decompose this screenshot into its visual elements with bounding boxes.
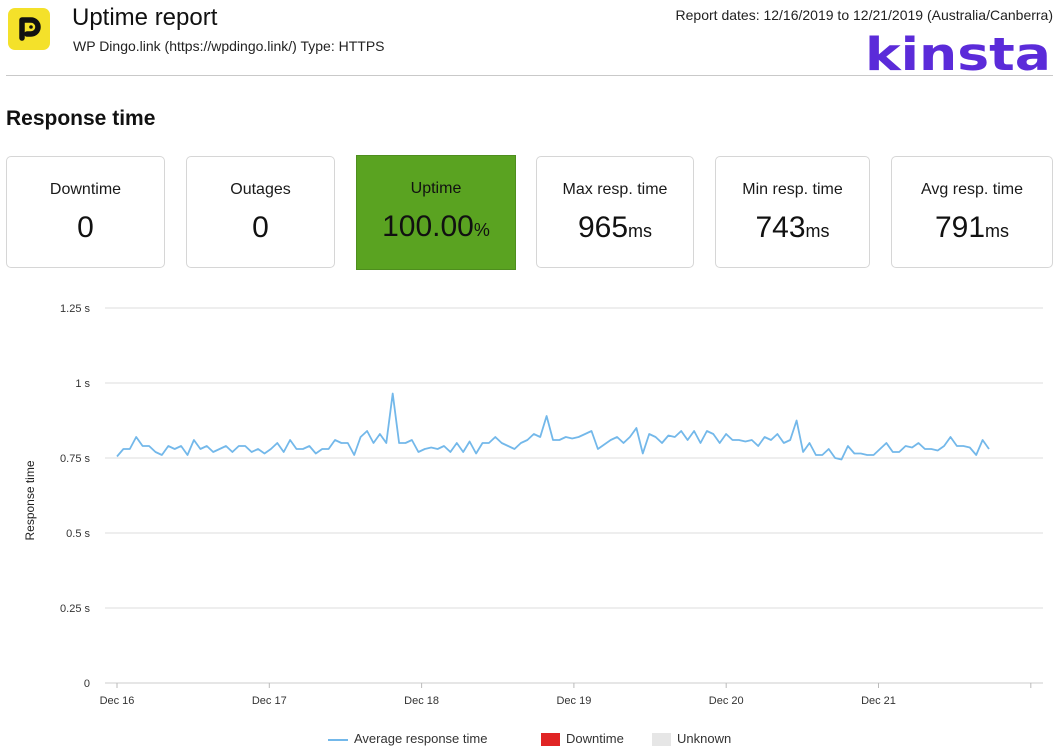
legend-label: Unknown xyxy=(677,731,732,746)
kinsta-logo-icon: kinsta xyxy=(865,28,1051,81)
stat-card-min-resp: Min resp. time 743ms xyxy=(715,156,870,268)
stat-value: 743ms xyxy=(755,211,830,244)
legend-item-unknown[interactable]: Unknown xyxy=(652,731,732,747)
brand-wordmark: kinsta xyxy=(865,30,1051,76)
brand-logo: kinsta xyxy=(865,28,1051,81)
y-tick-label: 1 s xyxy=(75,378,90,390)
app-logo xyxy=(8,8,50,50)
stat-value: 965ms xyxy=(577,211,653,244)
downtime-swatch-icon xyxy=(541,733,560,747)
legend-label: Downtime xyxy=(566,731,624,746)
x-tick-label: Dec 18 xyxy=(404,695,439,707)
stat-card-max-resp: Max resp. time 965ms xyxy=(536,156,694,268)
legend-item-average[interactable]: Average response time xyxy=(328,731,487,746)
p-logo-icon xyxy=(19,17,41,41)
y-tick-label: 0.75 s xyxy=(60,453,90,465)
stat-value: 100.00% xyxy=(382,210,490,243)
x-tick-label: Dec 16 xyxy=(100,695,135,707)
legend-item-downtime[interactable]: Downtime xyxy=(541,731,624,747)
monitor-subtitle: WP Dingo.link (https://wpdingo.link/) Ty… xyxy=(73,38,385,54)
y-tick-label: 1.25 s xyxy=(60,303,90,315)
series-line-average-response-time xyxy=(116,392,990,461)
stat-label: Downtime xyxy=(49,181,122,198)
stat-value: 0 xyxy=(252,211,269,244)
stat-label: Uptime xyxy=(410,180,462,197)
stat-card-uptime: Uptime 100.00% xyxy=(356,155,516,270)
y-tick-label: 0 xyxy=(84,678,90,690)
section-title: Response time xyxy=(6,107,156,130)
stat-card-outages: Outages 0 xyxy=(186,156,335,268)
page-title: Uptime report xyxy=(72,4,218,31)
stat-label: Min resp. time xyxy=(742,181,843,198)
stat-card-downtime: Downtime 0 xyxy=(6,156,165,268)
stat-card-avg-resp: Avg resp. time 791ms xyxy=(891,156,1053,268)
stat-value: 791ms xyxy=(934,211,1010,244)
x-tick-label: Dec 19 xyxy=(556,695,591,707)
x-tick-label: Dec 21 xyxy=(861,695,896,707)
response-time-chart: 0 0.25 s 0.5 s 0.75 s 1 s 1.25 s Response time… xyxy=(23,303,1043,707)
stat-label: Max resp. time xyxy=(562,181,668,198)
unknown-swatch-icon xyxy=(652,733,671,747)
x-tick-label: Dec 17 xyxy=(252,695,287,707)
line-swatch-icon xyxy=(328,738,348,741)
y-tick-label: 0.5 s xyxy=(66,528,90,540)
y-axis-label: Response time xyxy=(23,460,37,540)
y-tick-label: 0.25 s xyxy=(60,603,90,615)
report-dates: Report dates: 12/16/2019 to 12/21/2019 (… xyxy=(675,7,1053,23)
stat-value: 0 xyxy=(77,211,94,244)
legend-label: Average response time xyxy=(354,731,488,746)
header-divider xyxy=(6,75,1053,76)
stat-label: Outages xyxy=(230,181,291,198)
stat-label: Avg resp. time xyxy=(921,181,1023,198)
x-tick-label: Dec 20 xyxy=(709,695,744,707)
